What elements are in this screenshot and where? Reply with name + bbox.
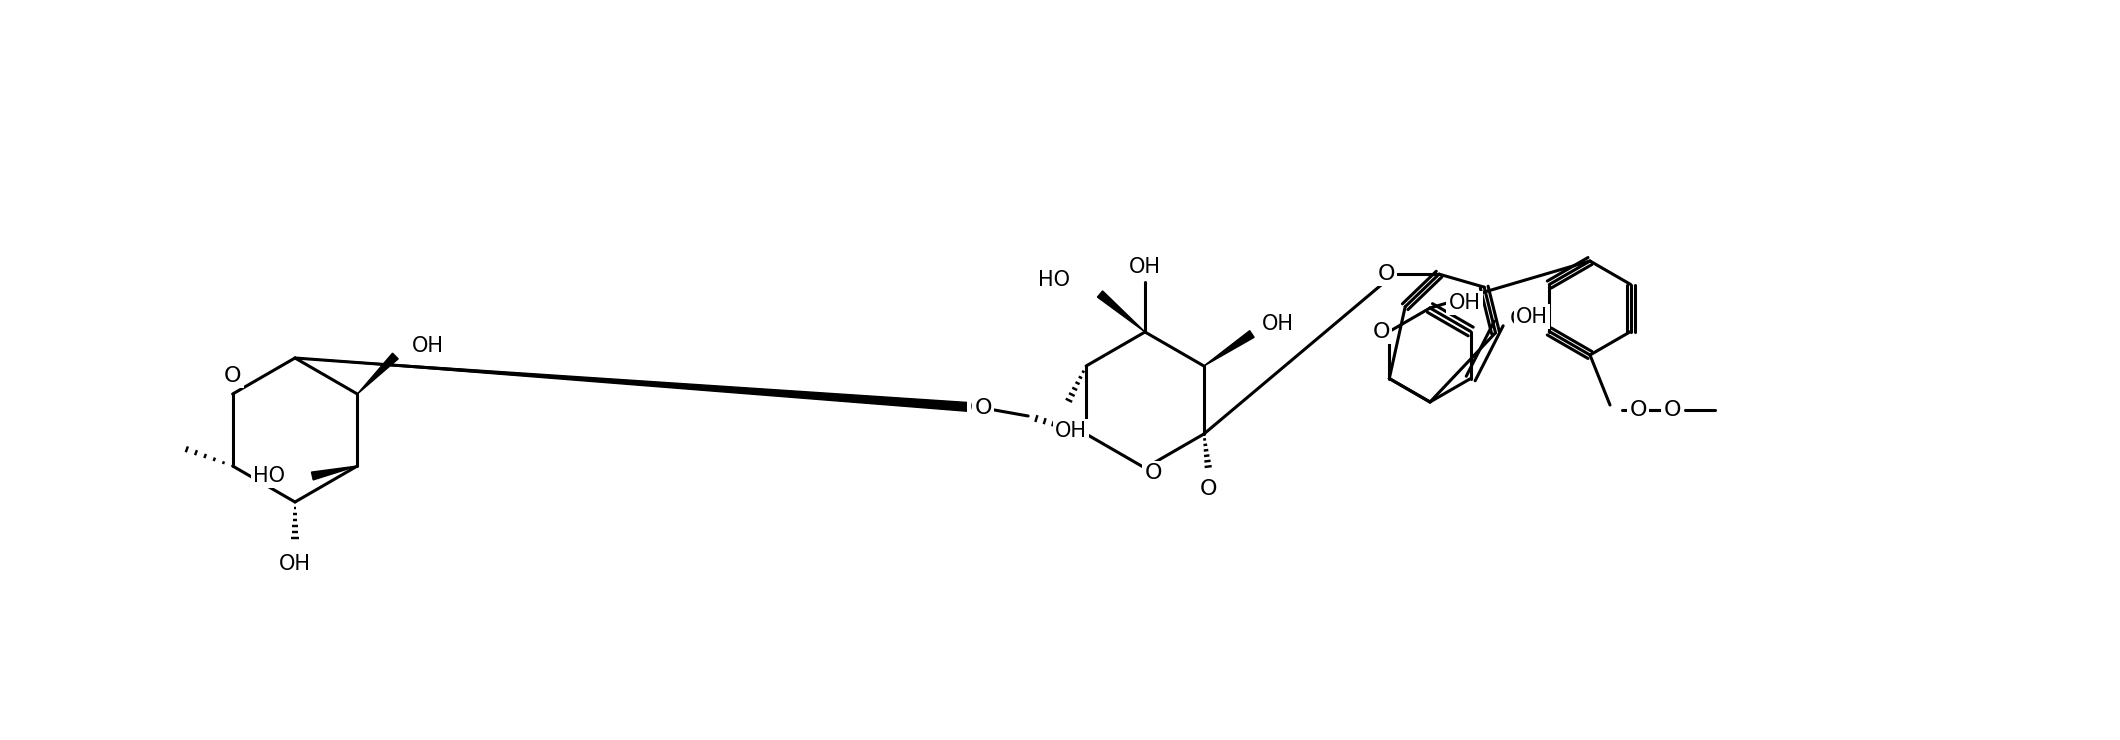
Polygon shape <box>1204 331 1255 366</box>
Text: OH: OH <box>1130 257 1162 277</box>
Text: O: O <box>975 398 992 418</box>
Text: O: O <box>1378 264 1395 284</box>
Text: OH: OH <box>1448 293 1480 313</box>
Text: O: O <box>1509 309 1526 329</box>
Text: O: O <box>1145 463 1162 483</box>
Text: OH: OH <box>280 554 312 574</box>
Polygon shape <box>358 353 399 394</box>
Text: O: O <box>1200 479 1217 499</box>
Text: O: O <box>969 398 988 418</box>
Text: OH: OH <box>1516 306 1548 326</box>
Text: O: O <box>1664 400 1681 420</box>
Polygon shape <box>312 466 358 480</box>
Text: O: O <box>1630 400 1647 420</box>
Text: OH: OH <box>1261 314 1293 334</box>
Text: HO: HO <box>254 466 286 486</box>
Polygon shape <box>295 358 984 412</box>
Text: O: O <box>1372 321 1391 341</box>
Polygon shape <box>1098 291 1145 332</box>
Text: OH: OH <box>1056 421 1088 441</box>
Text: OH: OH <box>413 336 445 356</box>
Text: O: O <box>225 366 242 386</box>
Text: HO: HO <box>1039 270 1071 290</box>
